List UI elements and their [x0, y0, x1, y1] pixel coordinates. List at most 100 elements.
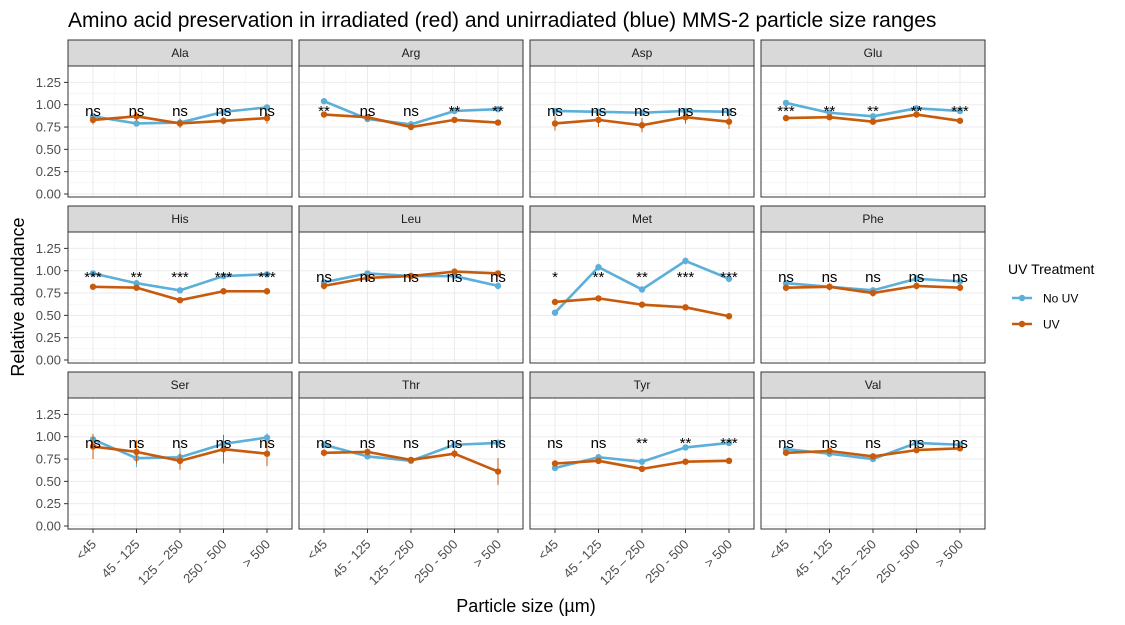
significance-label: **	[449, 103, 461, 120]
significance-label: ns	[259, 103, 275, 120]
facet-panels: Ala ns ns ns ns ns 0.00 0.25 0.50 0.75 1.00 1.25 Arg…	[36, 39, 986, 589]
legend: UV Treatment No UV UV	[1008, 261, 1094, 332]
data-point	[682, 458, 689, 465]
data-point	[320, 111, 328, 118]
facet-panel-leu: Leu ns ns ns ns ns	[298, 205, 524, 364]
facet-panel-arg: Arg ** ns ns ** **	[298, 39, 524, 198]
data-point	[220, 288, 227, 295]
legend-key-point	[1018, 320, 1026, 328]
data-point	[364, 274, 371, 282]
significance-label: ns	[909, 435, 925, 452]
x-tick-label: 45 - 125	[98, 537, 142, 581]
x-tick-label: <45	[535, 537, 561, 563]
panel-border	[760, 231, 986, 364]
data-point	[725, 313, 733, 320]
panel-border	[298, 65, 524, 198]
panel-border	[298, 231, 524, 364]
y-tick-label: 0.00	[36, 519, 61, 534]
significance-label: ns	[216, 435, 232, 452]
data-point	[826, 109, 833, 116]
significance-label: ***	[720, 435, 738, 452]
significance-label: **	[131, 269, 143, 286]
x-tick-label: <45	[304, 537, 330, 563]
x-tick-label: <45	[73, 537, 99, 563]
data-point	[220, 272, 227, 280]
data-point	[89, 443, 97, 450]
data-point	[220, 446, 227, 453]
data-point	[782, 99, 790, 107]
y-tick-label: 1.25	[36, 75, 61, 90]
data-point	[263, 104, 271, 111]
facet-strip	[298, 371, 524, 399]
significance-label: ns	[634, 103, 650, 120]
data-point	[595, 457, 602, 465]
x-tick-label: > 500	[932, 537, 966, 571]
significance-label: ns	[778, 269, 794, 286]
data-point	[320, 282, 328, 290]
data-point	[551, 309, 559, 316]
data-point	[451, 116, 458, 124]
series-uv	[89, 434, 271, 470]
significance-label: ***	[677, 269, 695, 286]
significance-label: ns	[129, 435, 145, 452]
data-point	[494, 105, 502, 113]
data-point	[220, 108, 227, 116]
facet-strip	[760, 39, 986, 67]
data-point	[494, 468, 502, 475]
data-point	[176, 120, 184, 127]
panel-border	[67, 65, 293, 198]
x-tick-label: 45 - 125	[560, 537, 604, 581]
data-point	[595, 263, 602, 271]
significance-label: ns	[865, 435, 881, 452]
data-point	[89, 283, 97, 290]
facet-label: Phe	[862, 212, 884, 226]
panel-border	[529, 231, 755, 364]
data-point	[407, 123, 415, 131]
facet-strip	[67, 39, 293, 67]
significance-label: ns	[403, 269, 419, 286]
data-point	[133, 120, 140, 127]
data-point	[913, 275, 920, 282]
facet-panel-met: Met* ** ** *** ***	[529, 205, 755, 364]
significance-label: ns	[721, 103, 737, 120]
significance-label: ***	[215, 269, 233, 286]
y-tick-label: 1.00	[36, 263, 61, 278]
data-point	[956, 117, 964, 124]
significance-label: ns	[547, 103, 563, 120]
significance-label: ns	[360, 103, 376, 120]
data-point	[913, 282, 920, 290]
significance-label: ns	[360, 435, 376, 452]
data-point	[176, 457, 184, 465]
legend-title: UV Treatment	[1008, 261, 1094, 277]
series-uv	[782, 282, 964, 297]
series-uv	[89, 283, 271, 304]
facet-label: Leu	[401, 212, 421, 226]
data-point	[320, 441, 328, 448]
data-point	[595, 295, 602, 302]
facet-strip	[67, 205, 293, 233]
significance-label: ns	[547, 435, 563, 452]
significance-label: **	[867, 103, 879, 120]
significance-label: ns	[85, 103, 101, 120]
data-point	[956, 284, 964, 291]
facet-label: Met	[632, 212, 653, 226]
series-no-uv	[89, 270, 271, 294]
data-point	[725, 439, 733, 447]
significance-label: ns	[316, 435, 332, 452]
series-uv	[551, 110, 733, 133]
data-point	[451, 272, 458, 280]
significance-label: ***	[258, 269, 276, 286]
data-point	[320, 97, 328, 105]
data-point	[638, 458, 646, 465]
legend-label: No UV	[1043, 292, 1078, 306]
significance-label: ns	[490, 269, 506, 286]
facet-label: Ser	[171, 378, 190, 392]
data-point	[551, 107, 559, 115]
data-point	[263, 450, 271, 457]
data-point	[682, 114, 689, 121]
x-tick-label: 125 – 250	[828, 537, 880, 589]
y-tick-label: 0.25	[36, 164, 61, 179]
data-point	[869, 453, 877, 460]
